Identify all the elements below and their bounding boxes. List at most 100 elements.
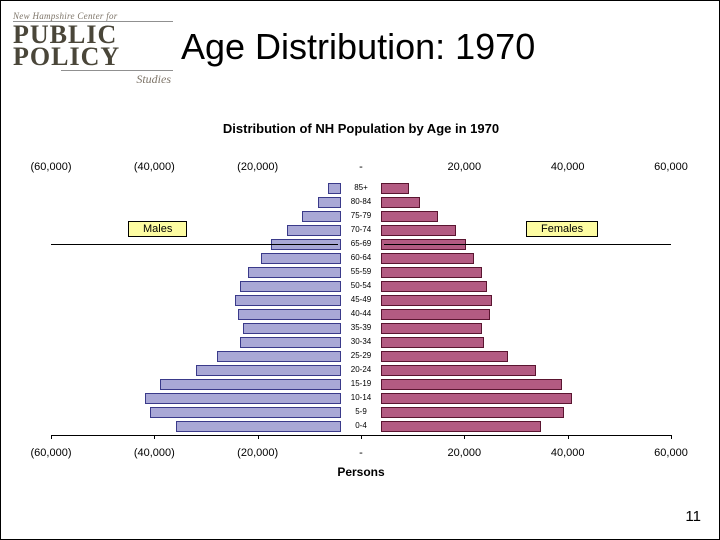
x-tick-label: (40,000) (134, 447, 175, 459)
chart-title: Distribution of NH Population by Age in … (51, 121, 671, 136)
x-tick-mark (154, 435, 155, 439)
pyramid-body: 85+ 80-84 75-79 70-74 65-69 60-64 55-59 50-54 45… (51, 181, 671, 441)
pyramid-row: 5-9 (51, 405, 671, 419)
pyramid-row: 40-44 (51, 307, 671, 321)
age-group-label: 75-79 (341, 211, 381, 220)
pyramid-row: 75-79 (51, 209, 671, 223)
male-bar (235, 295, 341, 306)
age-group-label: 80-84 (341, 197, 381, 206)
x-tick-mark (568, 435, 569, 439)
x-tick-label: (20,000) (237, 161, 278, 173)
pyramid-row: 60-64 (51, 251, 671, 265)
logo-word-policy: POLICY (13, 46, 173, 68)
female-bar (381, 309, 490, 320)
age-group-label: 40-44 (341, 309, 381, 318)
pyramid-row: 25-29 (51, 349, 671, 363)
male-bar (248, 267, 341, 278)
female-bar (381, 253, 474, 264)
male-bar (160, 379, 341, 390)
female-bar (381, 295, 492, 306)
pyramid-row: 10-14 (51, 391, 671, 405)
age-group-label: 70-74 (341, 225, 381, 234)
age-group-label: 15-19 (341, 379, 381, 388)
age-group-label: 35-39 (341, 323, 381, 332)
legend-connector-right (384, 244, 671, 245)
male-bar (328, 183, 341, 194)
male-bar (176, 421, 341, 432)
age-group-label: 20-24 (341, 365, 381, 374)
age-group-label: 60-64 (341, 253, 381, 262)
female-bar (381, 281, 487, 292)
pyramid-row: 80-84 (51, 195, 671, 209)
female-bar (381, 267, 482, 278)
age-group-label: 5-9 (341, 407, 381, 416)
male-bar (145, 393, 341, 404)
x-tick-label: (40,000) (134, 161, 175, 173)
page-title: Age Distribution: 1970 (181, 26, 535, 68)
org-logo: New Hampshire Center for PUBLIC POLICY S… (13, 11, 173, 87)
pyramid-row: 55-59 (51, 265, 671, 279)
x-axis-bottom: (60,000)(40,000)(20,000)-20,00040,00060,… (51, 447, 671, 461)
x-tick-label: (60,000) (31, 161, 72, 173)
female-bar (381, 393, 572, 404)
pyramid-row: 70-74 (51, 223, 671, 237)
pyramid-row: 35-39 (51, 321, 671, 335)
pyramid-row: 85+ (51, 181, 671, 195)
male-bar (243, 323, 341, 334)
age-group-label: 10-14 (341, 393, 381, 402)
x-axis-caption: Persons (51, 465, 671, 479)
male-bar (196, 365, 341, 376)
x-tick-mark (464, 435, 465, 439)
female-bar (381, 351, 508, 362)
pyramid-row: 0-4 (51, 419, 671, 433)
x-tick-label: 40,000 (551, 161, 585, 173)
female-bar (381, 183, 409, 194)
male-bar (240, 281, 341, 292)
x-tick-label: 60,000 (654, 447, 688, 459)
age-group-label: 65-69 (341, 239, 381, 248)
age-group-label: 50-54 (341, 281, 381, 290)
male-bar (318, 197, 341, 208)
female-bar (381, 197, 420, 208)
male-bar (261, 253, 341, 264)
logo-studies: Studies (13, 72, 173, 87)
female-bar (381, 365, 536, 376)
slide: New Hampshire Center for PUBLIC POLICY S… (0, 0, 720, 540)
male-bar (238, 309, 341, 320)
age-group-label: 45-49 (341, 295, 381, 304)
pyramid-row: 20-24 (51, 363, 671, 377)
pyramid-row: 45-49 (51, 293, 671, 307)
age-group-label: 0-4 (341, 421, 381, 430)
x-tick-label: 20,000 (448, 447, 482, 459)
x-tick-mark (51, 435, 52, 439)
x-tick-label: - (359, 447, 363, 459)
female-bar (381, 211, 438, 222)
male-bar (302, 211, 341, 222)
x-tick-label: - (359, 161, 363, 173)
x-tick-mark (671, 435, 672, 439)
x-tick-label: (60,000) (31, 447, 72, 459)
female-bar (381, 379, 562, 390)
female-bar (381, 407, 564, 418)
page-number: 11 (685, 508, 701, 525)
x-tick-label: (20,000) (237, 447, 278, 459)
pyramid-row: 50-54 (51, 279, 671, 293)
pyramid-row: 15-19 (51, 377, 671, 391)
x-axis-top: (60,000)(40,000)(20,000)-20,00040,00060,… (51, 161, 671, 175)
x-tick-label: 60,000 (654, 161, 688, 173)
female-bar (381, 337, 484, 348)
female-bar (381, 421, 541, 432)
age-group-label: 85+ (341, 183, 381, 192)
x-tick-mark (361, 435, 362, 439)
x-tick-mark (258, 435, 259, 439)
male-bar (217, 351, 341, 362)
age-group-label: 30-34 (341, 337, 381, 346)
age-group-label: 55-59 (341, 267, 381, 276)
age-group-label: 25-29 (341, 351, 381, 360)
male-bar (150, 407, 341, 418)
x-tick-label: 40,000 (551, 447, 585, 459)
legend-connector-left (51, 244, 338, 245)
female-bar (381, 225, 456, 236)
female-bar (381, 323, 482, 334)
pyramid-row: 30-34 (51, 335, 671, 349)
